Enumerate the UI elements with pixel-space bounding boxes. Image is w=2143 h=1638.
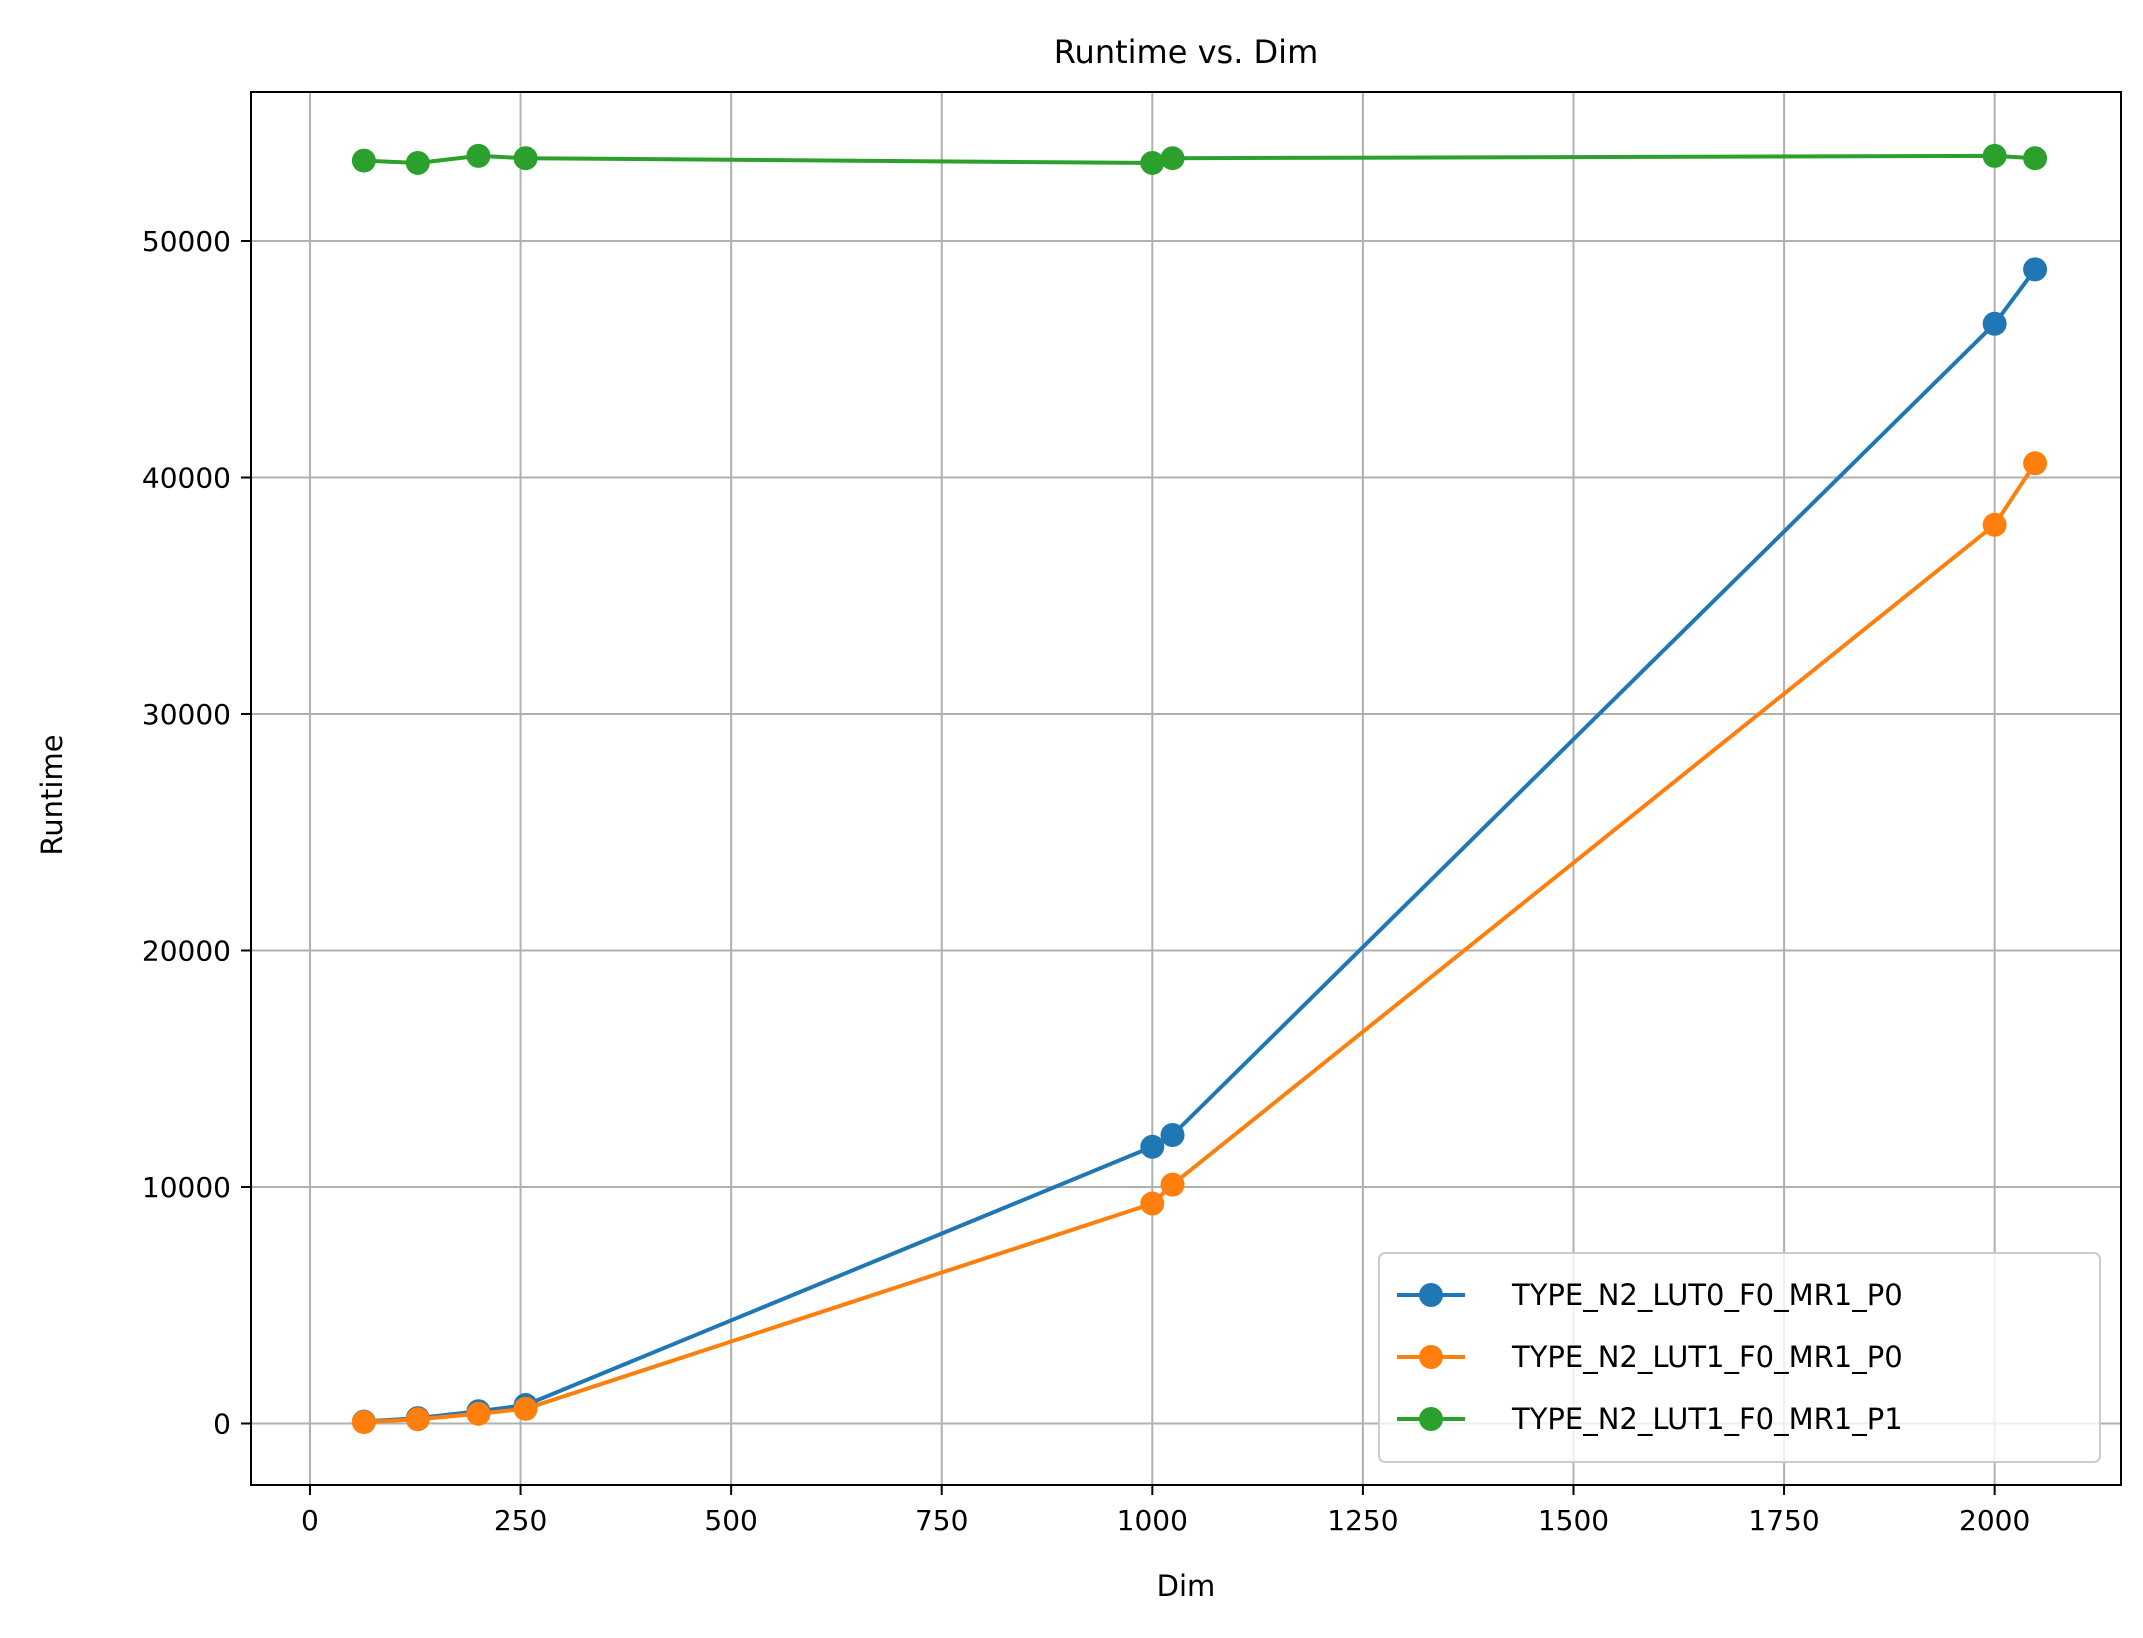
- y-tick-label: 40000: [142, 461, 231, 494]
- data-point: [1140, 1134, 1165, 1159]
- data-point: [1140, 1191, 1165, 1216]
- legend-marker: [1419, 1407, 1443, 1431]
- data-point: [466, 143, 491, 168]
- data-point: [1982, 311, 2007, 336]
- data-point: [2023, 257, 2048, 282]
- data-point: [1982, 512, 2007, 537]
- legend: TYPE_N2_LUT0_F0_MR1_P0 TYPE_N2_LUT1_F0_MR…: [1378, 1252, 2101, 1463]
- y-axis-label: Runtime: [35, 734, 69, 855]
- x-tick-label: 0: [301, 1504, 319, 1537]
- y-tick-label: 50000: [142, 225, 231, 258]
- legend-item: TYPE_N2_LUT1_F0_MR1_P1: [1397, 1402, 1903, 1436]
- legend-marker: [1419, 1283, 1443, 1307]
- series-layer: [351, 143, 2048, 1435]
- data-point: [351, 1410, 376, 1435]
- y-tick-label: 10000: [142, 1171, 231, 1204]
- x-tick-label: 2000: [1959, 1504, 2030, 1537]
- legend-item: TYPE_N2_LUT1_F0_MR1_P0: [1397, 1340, 1903, 1374]
- x-tick-label: 1250: [1327, 1504, 1398, 1537]
- y-tick-label: 20000: [142, 935, 231, 968]
- data-point: [1140, 150, 1165, 175]
- data-point: [1160, 1122, 1185, 1147]
- data-point: [513, 146, 538, 171]
- x-tick-label: 250: [494, 1504, 547, 1537]
- series-3: [351, 143, 2048, 175]
- data-point: [1982, 143, 2007, 168]
- x-tick-label: 500: [704, 1504, 757, 1537]
- legend-label: TYPE_N2_LUT0_F0_MR1_P0: [1511, 1278, 1903, 1312]
- data-point: [1160, 146, 1185, 171]
- data-point: [466, 1401, 491, 1426]
- x-tick-label: 1000: [1117, 1504, 1188, 1537]
- series-2: [351, 451, 2048, 1435]
- data-point: [2023, 146, 2048, 171]
- x-tick-label: 1750: [1748, 1504, 1819, 1537]
- ticks: 0 250 500 750 1000 1250 1500 1750 20000100002000…: [142, 225, 2030, 1537]
- legend-marker: [1419, 1345, 1443, 1369]
- x-axis-label: Dim: [1157, 1569, 1216, 1603]
- data-point: [1160, 1172, 1185, 1197]
- x-tick-label: 1500: [1538, 1504, 1609, 1537]
- data-point: [513, 1396, 538, 1421]
- y-tick-label: 30000: [142, 698, 231, 731]
- x-tick-label: 750: [915, 1504, 968, 1537]
- plot-frame: [250, 91, 2122, 1486]
- data-point: [351, 148, 376, 173]
- data-point: [405, 1407, 430, 1432]
- legend-box: [1378, 1252, 2101, 1463]
- legend-item: TYPE_N2_LUT0_F0_MR1_P0: [1397, 1278, 1903, 1312]
- y-tick-label: 0: [213, 1408, 231, 1441]
- data-point: [405, 150, 430, 175]
- chart-title: Runtime vs. Dim: [1054, 33, 1318, 71]
- data-point: [2023, 451, 2048, 476]
- legend-label: TYPE_N2_LUT1_F0_MR1_P1: [1511, 1402, 1903, 1436]
- legend-label: TYPE_N2_LUT1_F0_MR1_P0: [1511, 1340, 1903, 1374]
